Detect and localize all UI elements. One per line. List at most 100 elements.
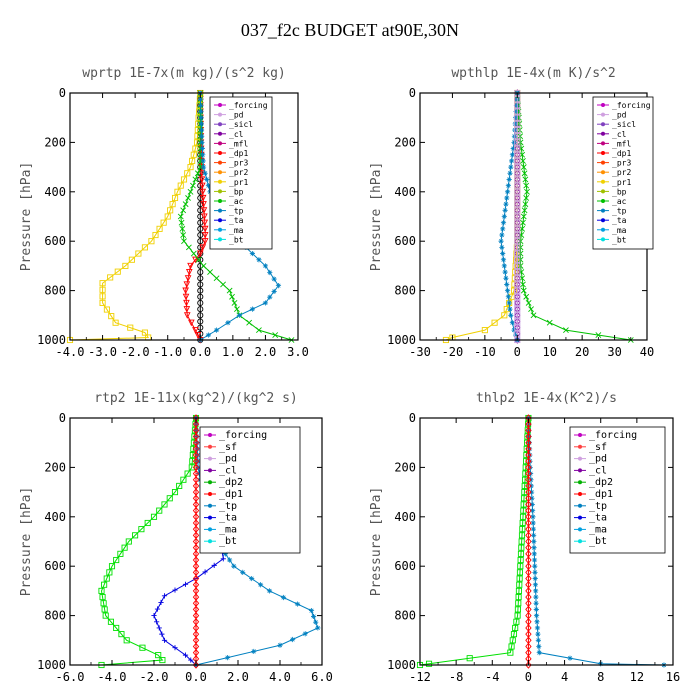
y-tick-label: 1000 xyxy=(387,333,416,347)
legend-marker xyxy=(208,527,212,532)
data-point xyxy=(255,327,262,334)
data-point xyxy=(198,182,206,190)
data-point xyxy=(171,489,179,496)
data-point xyxy=(200,152,206,158)
data-point xyxy=(166,495,173,502)
data-point xyxy=(535,631,541,637)
legend-label: _ma xyxy=(589,524,607,535)
data-point xyxy=(180,207,187,214)
data-point xyxy=(546,319,553,326)
data-point xyxy=(108,313,115,320)
data-point xyxy=(125,538,132,545)
legend-label: _ta xyxy=(229,216,244,225)
data-point xyxy=(184,470,191,477)
data-point xyxy=(180,176,188,183)
legend-marker xyxy=(578,444,582,449)
legend-label: _ma xyxy=(219,524,237,535)
data-point xyxy=(531,532,537,538)
data-point xyxy=(520,164,527,171)
data-point xyxy=(514,151,521,158)
legend-label: _bt xyxy=(612,235,627,244)
data-point xyxy=(183,281,191,289)
data-point xyxy=(519,275,526,282)
data-point xyxy=(514,126,521,134)
y-tick-label: 600 xyxy=(44,234,66,248)
data-point xyxy=(167,207,174,214)
legend-marker xyxy=(218,227,222,232)
data-point xyxy=(499,232,505,238)
x-tick-label: -10 xyxy=(474,345,496,359)
chart-wprtp: wprtp 1E-7x(m kg)/(s^2 kg) Pressure [hPa]… xyxy=(19,66,309,359)
data-point xyxy=(246,319,253,326)
y-axis-label: Pressure [hPa] xyxy=(369,487,384,597)
data-point xyxy=(180,476,187,483)
x-tick-label: 3.0 xyxy=(287,345,309,359)
data-point xyxy=(500,220,507,226)
data-point xyxy=(500,250,506,257)
data-point xyxy=(517,139,524,146)
data-point xyxy=(530,526,536,532)
legend-marker xyxy=(218,208,222,213)
legend-label: _sf xyxy=(219,442,237,453)
data-point xyxy=(514,114,521,121)
data-point xyxy=(533,606,539,613)
legend-marker xyxy=(601,218,605,223)
data-point xyxy=(257,582,264,588)
data-point xyxy=(501,213,507,220)
legend-marker xyxy=(218,237,222,242)
legend-label: _ac xyxy=(229,197,244,206)
data-point xyxy=(161,637,168,643)
data-point xyxy=(156,625,162,631)
data-point xyxy=(514,176,521,183)
data-point xyxy=(514,207,521,214)
data-point xyxy=(122,262,129,269)
chart-title: rtp2 1E-11x(kg^2)/(kg^2 s) xyxy=(94,391,298,406)
data-point xyxy=(517,556,524,564)
data-point xyxy=(513,332,519,338)
legend-marker xyxy=(218,122,222,127)
data-point xyxy=(182,581,189,587)
data-point xyxy=(183,299,190,307)
data-point xyxy=(144,519,151,527)
data-point xyxy=(514,238,521,245)
legend-marker xyxy=(208,492,212,496)
data-point xyxy=(514,188,521,195)
data-point xyxy=(150,513,158,520)
data-point xyxy=(197,269,204,276)
data-point xyxy=(275,283,282,289)
data-point xyxy=(182,652,189,658)
x-tick-label: 2.0 xyxy=(255,345,277,359)
data-point xyxy=(512,624,519,632)
data-point xyxy=(99,299,106,307)
y-tick-label: 0 xyxy=(409,411,416,425)
legend-marker xyxy=(601,189,605,194)
data-point xyxy=(117,550,124,557)
data-point xyxy=(507,649,514,656)
data-point xyxy=(184,275,192,282)
y-tick-label: 0 xyxy=(59,86,66,100)
legend-marker xyxy=(578,515,582,520)
data-point xyxy=(193,427,200,433)
data-point xyxy=(519,151,526,158)
data-point xyxy=(185,269,193,276)
data-point xyxy=(159,657,166,664)
data-point xyxy=(121,544,128,551)
data-point xyxy=(512,121,518,127)
legend-marker xyxy=(208,468,212,473)
data-point xyxy=(513,108,519,115)
data-point xyxy=(532,563,538,569)
y-tick-label: 400 xyxy=(394,185,416,199)
legend-marker xyxy=(601,170,605,175)
x-tick-label: 4.0 xyxy=(269,670,291,684)
data-point xyxy=(201,225,209,233)
data-point xyxy=(506,300,512,306)
x-tick-label: 0 xyxy=(525,670,532,684)
x-tick-label: 8 xyxy=(597,670,604,684)
x-tick-label: 2.0 xyxy=(227,670,249,684)
data-point xyxy=(508,312,514,318)
data-point xyxy=(514,250,521,257)
x-tick-label: -4.0 xyxy=(56,345,85,359)
data-point xyxy=(201,219,209,227)
data-point xyxy=(181,238,187,245)
data-point xyxy=(514,225,521,232)
